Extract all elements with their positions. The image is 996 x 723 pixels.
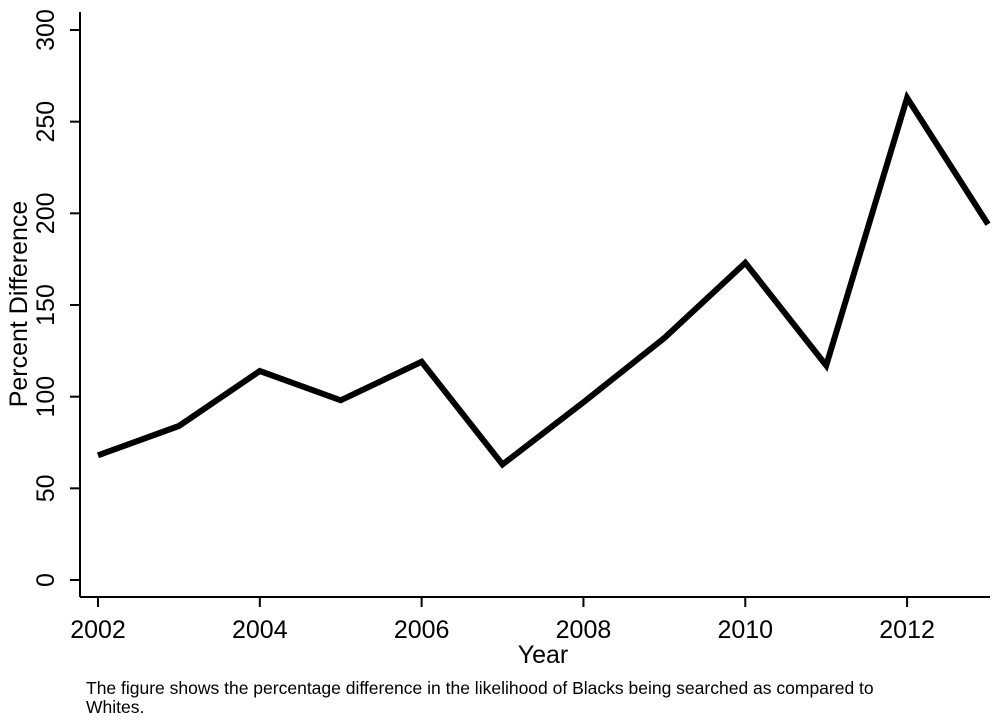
series-line [96,90,991,469]
figure-caption: The figure shows the percentage differen… [86,678,874,717]
x-tick-label: 2002 [70,616,126,644]
x-tick-label: 2006 [394,616,450,644]
x-tick-label: 2010 [717,616,773,644]
y-axis-ticks: 0 50 100 150 200 250 300 [32,9,80,587]
x-axis-title: Year [518,641,569,669]
y-tick-label: 50 [32,474,60,502]
y-tick-label: 150 [32,284,60,326]
data-points [95,95,991,468]
y-tick-label: 250 [32,101,60,143]
y-tick-label: 100 [32,376,60,418]
x-tick-label: 2004 [232,616,288,644]
y-tick-label: 200 [32,192,60,234]
x-tick-label: 2012 [879,616,935,644]
y-axis-title: Percent Difference [5,201,33,408]
x-tick-label: 2008 [556,616,612,644]
x-axis-ticks: 2002 2004 2006 2008 2010 2012 [70,597,935,644]
y-tick-label: 300 [32,9,60,51]
y-tick-label: 0 [32,573,60,587]
